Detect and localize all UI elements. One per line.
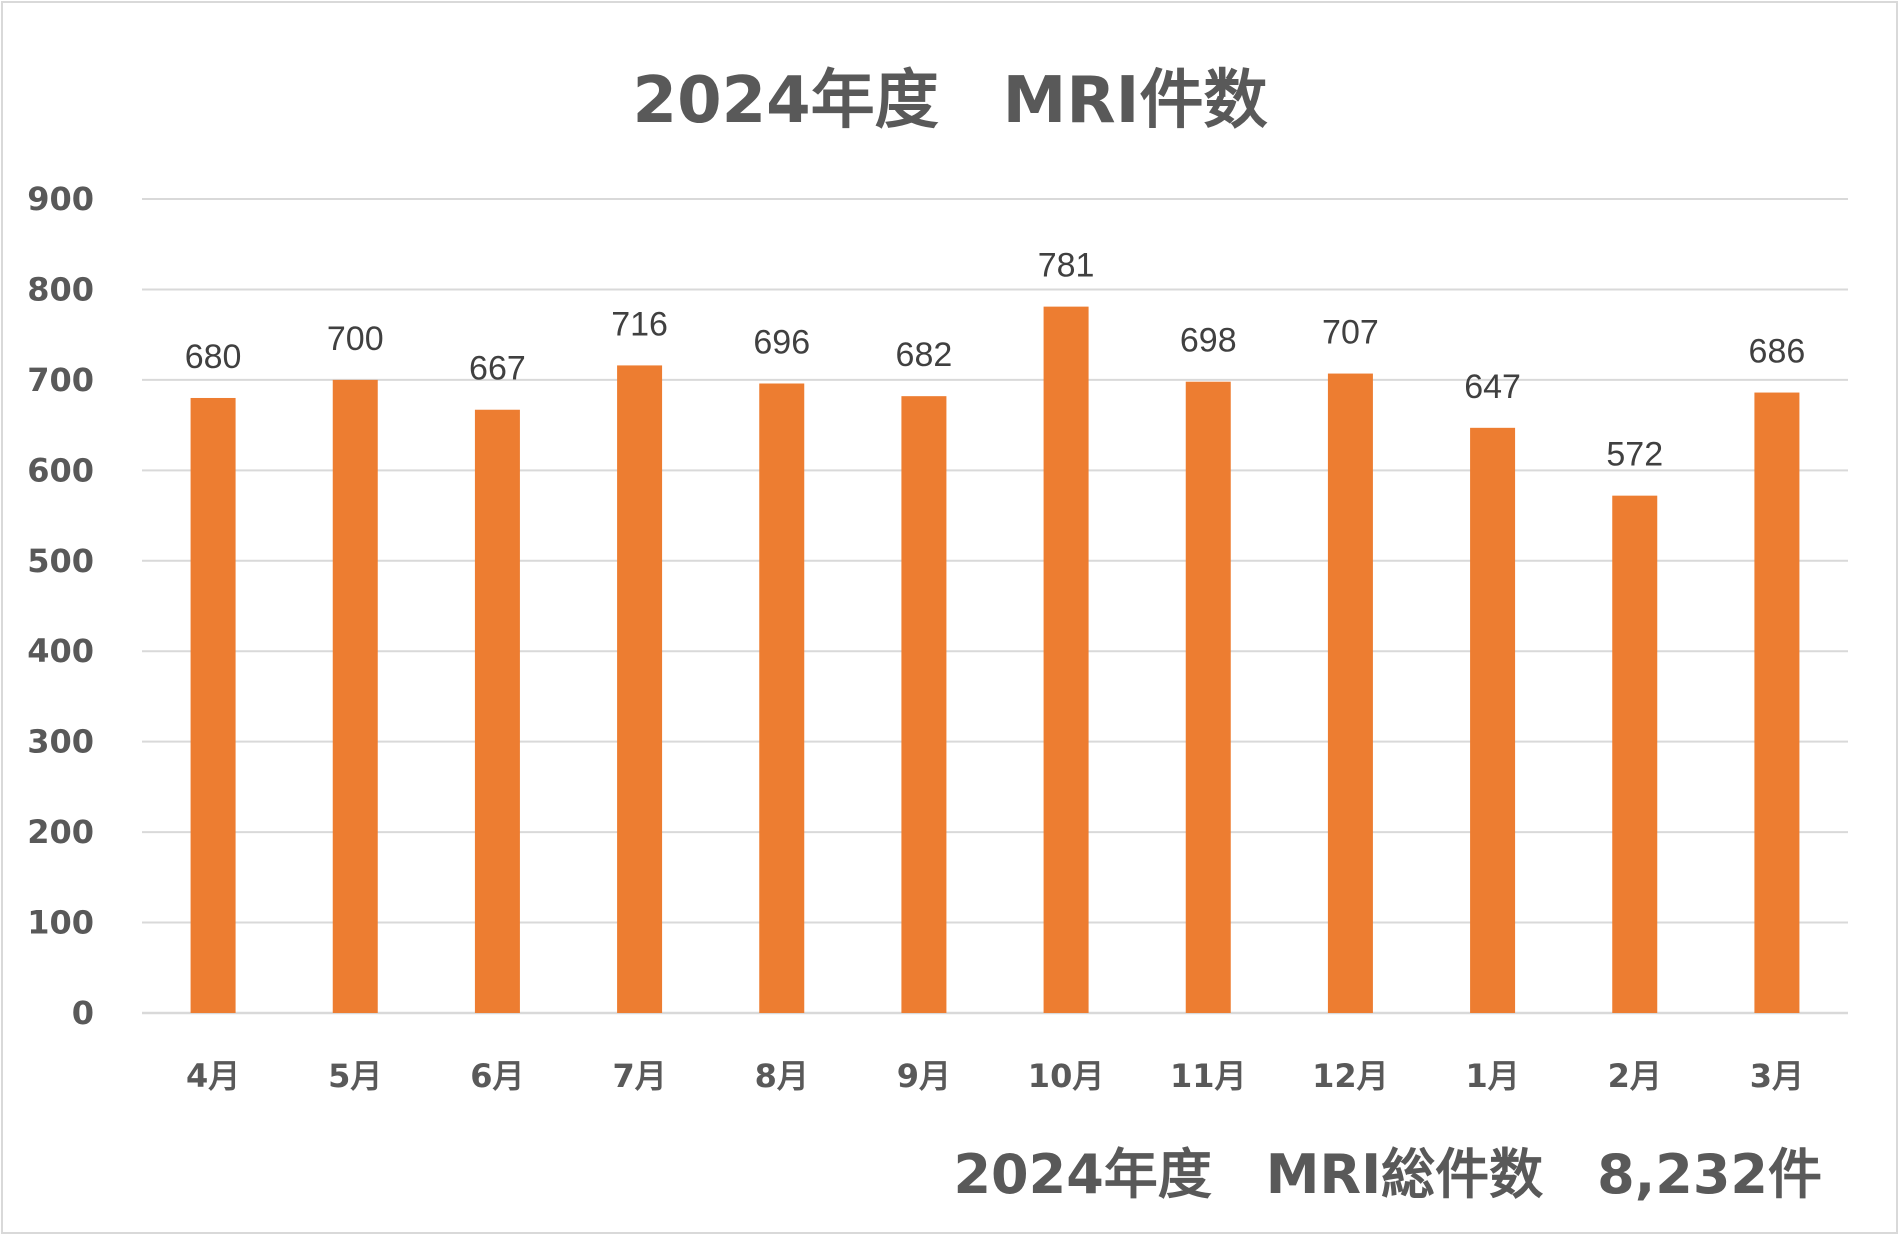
x-tick-label: 10月 — [1028, 1057, 1105, 1095]
data-label: 696 — [753, 324, 810, 362]
y-tick-label: 100 — [27, 904, 94, 942]
data-label: 572 — [1606, 436, 1663, 474]
y-axis-ticks: 0 100 200 300 400 500 600 700 800 900 — [27, 180, 94, 1032]
x-tick-label: 5月 — [328, 1057, 382, 1095]
data-label: 647 — [1464, 368, 1521, 406]
y-tick-label: 700 — [27, 361, 94, 399]
y-tick-label: 200 — [27, 813, 94, 851]
bar — [474, 409, 520, 1013]
bar — [1043, 306, 1089, 1013]
x-tick-label: 3月 — [1750, 1057, 1804, 1095]
bar — [901, 396, 947, 1013]
x-tick-label: 4月 — [186, 1057, 240, 1095]
data-label: 667 — [469, 350, 526, 388]
x-tick-label: 6月 — [470, 1057, 524, 1095]
x-tick-label: 8月 — [755, 1057, 809, 1095]
total-annotation: 2024年度 MRI総件数 8,232件 — [953, 1143, 1822, 1206]
bar — [190, 397, 236, 1013]
y-tick-label: 0 — [72, 994, 94, 1032]
bar — [1185, 381, 1231, 1014]
data-label: 680 — [185, 338, 242, 376]
y-tick-label: 900 — [27, 180, 94, 218]
y-tick-label: 800 — [27, 270, 94, 308]
data-label: 707 — [1322, 314, 1379, 352]
x-tick-label: 11月 — [1170, 1057, 1247, 1095]
data-label: 781 — [1038, 247, 1095, 285]
gridlines — [142, 198, 1848, 1015]
chart-title: 2024年度 MRI件数 — [633, 64, 1268, 138]
bar — [1470, 427, 1516, 1013]
y-tick-label: 400 — [27, 632, 94, 670]
bar — [1754, 392, 1800, 1013]
data-label: 682 — [896, 336, 953, 374]
bar — [1612, 495, 1658, 1013]
bar — [759, 383, 805, 1013]
bar — [332, 379, 378, 1013]
x-tick-label: 1月 — [1465, 1057, 1519, 1095]
x-tick-label: 12月 — [1312, 1057, 1389, 1095]
y-tick-label: 600 — [27, 451, 94, 489]
x-tick-label: 7月 — [612, 1057, 666, 1095]
data-label: 698 — [1180, 322, 1237, 360]
x-tick-label: 9月 — [897, 1057, 951, 1095]
data-label: 700 — [327, 320, 384, 358]
data-label: 686 — [1749, 333, 1806, 371]
bars — [190, 306, 1800, 1014]
bar — [617, 365, 663, 1013]
x-tick-label: 2月 — [1608, 1057, 1662, 1095]
y-tick-label: 500 — [27, 542, 94, 580]
bar — [1327, 373, 1373, 1014]
y-tick-label: 300 — [27, 723, 94, 761]
data-label: 716 — [611, 305, 668, 343]
x-axis-ticks: 4月 5月 6月 7月 8月 9月 10月 11月 12月 1月 2月 3月 — [186, 1057, 1804, 1095]
data-labels: 680 700 667 716 696 682 781 698 707 647 572 686 — [185, 247, 1806, 474]
